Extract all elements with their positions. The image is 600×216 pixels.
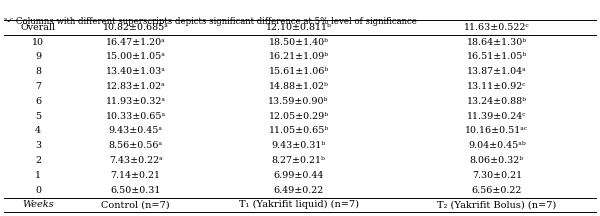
Text: 13.24±0.88ᵇ: 13.24±0.88ᵇ: [467, 97, 527, 106]
Text: 11.93±0.32ᵃ: 11.93±0.32ᵃ: [106, 97, 166, 106]
Text: T₁ (Yakrifit liquid) (n=7): T₁ (Yakrifit liquid) (n=7): [239, 200, 359, 209]
Text: 7.43±0.22ᵃ: 7.43±0.22ᵃ: [109, 156, 163, 165]
Text: 9: 9: [35, 52, 41, 62]
Text: 0: 0: [35, 186, 41, 195]
Text: Overall: Overall: [20, 23, 56, 32]
Text: 7: 7: [35, 82, 41, 91]
Text: 6.50±0.31: 6.50±0.31: [110, 186, 161, 195]
Text: T₂ (Yakrifit Bolus) (n=7): T₂ (Yakrifit Bolus) (n=7): [437, 200, 556, 209]
Text: 13.87±1.04ᵃ: 13.87±1.04ᵃ: [467, 67, 527, 76]
Text: 10: 10: [32, 38, 44, 47]
Text: 11.39±0.24ᶜ: 11.39±0.24ᶜ: [467, 112, 527, 121]
Text: 12.83±1.02ᵃ: 12.83±1.02ᵃ: [106, 82, 166, 91]
Text: 6: 6: [35, 97, 41, 106]
Text: 15.61±1.06ᵇ: 15.61±1.06ᵇ: [268, 67, 329, 76]
Text: 6.56±0.22: 6.56±0.22: [472, 186, 522, 195]
Text: 11.63±0.522ᶜ: 11.63±0.522ᶜ: [464, 23, 530, 32]
Text: 1: 1: [35, 171, 41, 180]
Text: 12.10±0.811ᵇ: 12.10±0.811ᵇ: [266, 23, 331, 32]
Text: 15.00±1.05ᵃ: 15.00±1.05ᵃ: [106, 52, 166, 62]
Text: 11.05±0.65ᵇ: 11.05±0.65ᵇ: [268, 127, 329, 135]
Text: 8: 8: [35, 67, 41, 76]
Text: 16.21±1.09ᵇ: 16.21±1.09ᵇ: [268, 52, 329, 62]
Text: 10.82±0.685ᵃ: 10.82±0.685ᵃ: [103, 23, 169, 32]
Text: Weeks: Weeks: [22, 200, 54, 209]
Text: 18.50±1.40ᵇ: 18.50±1.40ᵇ: [269, 38, 329, 47]
Text: 18.64±1.30ᵇ: 18.64±1.30ᵇ: [467, 38, 527, 47]
Text: 8.56±0.56ᵃ: 8.56±0.56ᵃ: [109, 141, 163, 150]
Text: 14.88±1.02ᵇ: 14.88±1.02ᵇ: [269, 82, 328, 91]
Text: 10.16±0.51ᵃᶜ: 10.16±0.51ᵃᶜ: [465, 127, 529, 135]
Text: 3: 3: [35, 141, 41, 150]
Text: 13.11±0.92ᶜ: 13.11±0.92ᶜ: [467, 82, 527, 91]
Text: 7.30±0.21: 7.30±0.21: [472, 171, 522, 180]
Text: 2: 2: [35, 156, 41, 165]
Text: 4: 4: [35, 127, 41, 135]
Text: 10.33±0.65ᵃ: 10.33±0.65ᵃ: [106, 112, 166, 121]
Text: 6.99±0.44: 6.99±0.44: [274, 171, 324, 180]
Text: 8.06±0.32ᵇ: 8.06±0.32ᵇ: [470, 156, 524, 165]
Text: 9.43±0.31ᵇ: 9.43±0.31ᵇ: [271, 141, 326, 150]
Text: 5: 5: [35, 112, 41, 121]
Text: Control (n=7): Control (n=7): [101, 200, 170, 209]
Text: 13.59±0.90ᵇ: 13.59±0.90ᵇ: [268, 97, 329, 106]
Text: 8.27±0.21ᵇ: 8.27±0.21ᵇ: [272, 156, 325, 165]
Text: 12.05±0.29ᵇ: 12.05±0.29ᵇ: [268, 112, 329, 121]
Text: 9.43±0.45ᵃ: 9.43±0.45ᵃ: [109, 127, 163, 135]
Text: 16.51±1.05ᵇ: 16.51±1.05ᵇ: [467, 52, 527, 62]
Text: ᵃ-ᶜ Columns with different superscripts depicts significant difference at 5% lev: ᵃ-ᶜ Columns with different superscripts …: [4, 17, 417, 26]
Text: 9.04±0.45ᵃᵇ: 9.04±0.45ᵃᵇ: [468, 141, 526, 150]
Text: 6.49±0.22: 6.49±0.22: [274, 186, 323, 195]
Text: 16.47±1.20ᵃ: 16.47±1.20ᵃ: [106, 38, 166, 47]
Text: 7.14±0.21: 7.14±0.21: [111, 171, 161, 180]
Text: 13.40±1.03ᵃ: 13.40±1.03ᵃ: [106, 67, 166, 76]
